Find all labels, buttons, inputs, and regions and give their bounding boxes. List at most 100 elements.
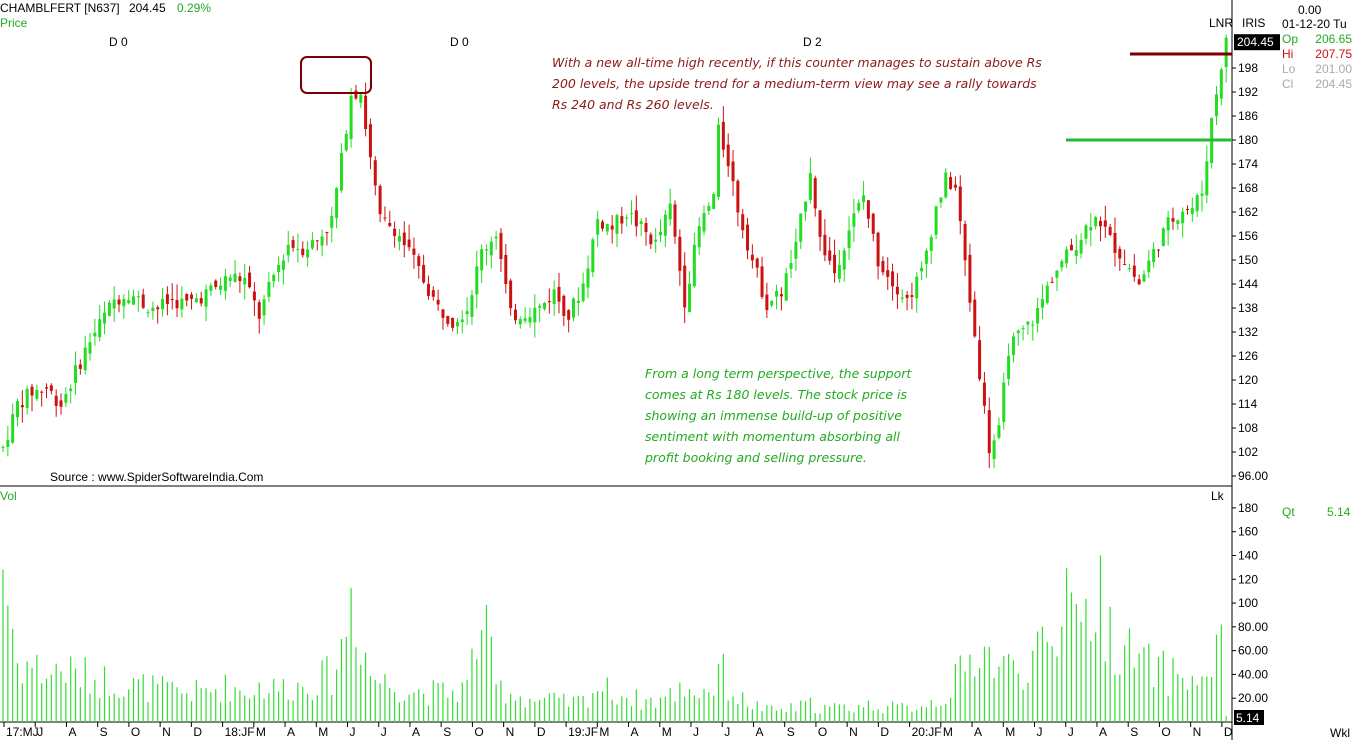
- candle-up: [934, 206, 938, 235]
- volume-tick-label: 120: [1238, 572, 1258, 586]
- volume-label: Vol: [0, 489, 17, 503]
- volume-tick-label: 140: [1238, 548, 1258, 562]
- candle-down: [436, 299, 440, 305]
- candle-up: [306, 249, 310, 258]
- candle-down: [673, 204, 677, 237]
- candle-down: [417, 256, 421, 267]
- candle-up: [1031, 324, 1035, 326]
- candle-up: [1036, 308, 1040, 324]
- candle-down: [383, 217, 387, 219]
- price-tick-label: 198: [1238, 61, 1258, 75]
- candle-down: [214, 280, 218, 287]
- time-tick-label: S: [787, 725, 795, 739]
- candle-down: [866, 200, 870, 219]
- time-tick-label: J: [381, 725, 387, 739]
- ohlc-panel: Op 206.65 Hi 207.75 Lo 201.00 Cl 204.45: [1282, 32, 1352, 92]
- time-tick-label: O: [131, 725, 140, 739]
- candle-up: [576, 300, 580, 304]
- candle-down: [393, 228, 397, 236]
- low-label: Lo: [1282, 62, 1296, 76]
- time-tick-label: O: [1161, 725, 1170, 739]
- time-tick-label: D: [880, 725, 889, 739]
- candle-up: [335, 188, 339, 219]
- time-tick-label: D: [537, 725, 546, 739]
- candle-up: [475, 266, 479, 295]
- candle-up: [842, 250, 846, 270]
- candle-up: [136, 296, 140, 298]
- candle-down: [1103, 220, 1107, 227]
- bottom-annotation: From a long term perspective, the suppor…: [645, 363, 911, 468]
- candle-up: [1055, 270, 1059, 278]
- candle-up: [1026, 321, 1030, 325]
- open-value: 206.65: [1315, 32, 1352, 46]
- candle-up: [320, 236, 324, 246]
- chart-frame: [0, 0, 1233, 740]
- price-tick-label: 138: [1238, 301, 1258, 315]
- candle-up: [794, 241, 798, 259]
- candle-up: [639, 221, 643, 225]
- candle-up: [74, 365, 78, 383]
- candle-down: [953, 184, 957, 188]
- candle-up: [219, 285, 223, 290]
- time-tick-label: A: [974, 725, 982, 739]
- candle-up: [615, 215, 619, 234]
- candle-down: [165, 294, 169, 305]
- candle-down: [949, 177, 953, 189]
- candle-up: [1166, 217, 1170, 231]
- period-label[interactable]: Wkl: [1330, 726, 1350, 740]
- time-tick-label: D: [193, 725, 202, 739]
- candle-down: [30, 386, 34, 396]
- candle-up: [484, 249, 488, 251]
- candle-down: [871, 213, 875, 234]
- price-tick-label: 156: [1238, 229, 1258, 243]
- scale-mode-label[interactable]: LNR: [1209, 16, 1234, 30]
- candle-down: [886, 270, 890, 277]
- candle-up: [605, 223, 609, 232]
- time-tick-label: J: [693, 725, 699, 739]
- price-tick-label: 132: [1238, 325, 1258, 339]
- candle-down: [1132, 265, 1136, 277]
- top-annotation: With a new all-time high recently, if th…: [552, 52, 1042, 115]
- candle-down: [412, 248, 416, 255]
- time-tick-label: J: [1068, 725, 1074, 739]
- candle-down: [388, 222, 392, 227]
- candle-down: [354, 90, 358, 99]
- candle-down: [1123, 264, 1127, 266]
- candle-down: [499, 232, 503, 260]
- candle-up: [339, 152, 343, 191]
- candle-up: [1205, 161, 1209, 196]
- annotation-line: Rs 240 and Rs 260 levels.: [552, 97, 714, 112]
- candle-up: [1065, 249, 1069, 264]
- candle-up: [1045, 285, 1049, 303]
- candle-up: [1016, 330, 1020, 334]
- candle-down: [562, 295, 566, 316]
- candle-down: [895, 286, 899, 295]
- candle-up: [596, 219, 600, 235]
- candle-up: [654, 239, 658, 242]
- candle-up: [286, 244, 290, 256]
- time-tick-label: J: [350, 725, 356, 739]
- candle-up: [1219, 69, 1223, 99]
- candlestick-series[interactable]: [1, 34, 1228, 469]
- candle-up: [630, 213, 634, 215]
- price-tick-label: 120: [1238, 373, 1258, 387]
- candle-up: [228, 277, 232, 281]
- candle-up: [494, 236, 498, 239]
- time-tick-label: 18:JF: [225, 725, 255, 739]
- open-label: Op: [1282, 32, 1299, 46]
- time-tick-label: D: [1224, 725, 1233, 739]
- candle-up: [25, 388, 29, 408]
- price-tick-label: 102: [1238, 445, 1258, 459]
- candle-down: [818, 210, 822, 237]
- time-tick-label: A: [412, 725, 420, 739]
- candle-down: [649, 234, 653, 245]
- candle-down: [746, 224, 750, 251]
- candle-up: [359, 94, 363, 103]
- candle-down: [446, 316, 450, 324]
- candle-down: [910, 295, 914, 297]
- symbol-label[interactable]: CHAMBLFERT [N637]: [0, 1, 120, 15]
- volume-series[interactable]: [2, 555, 1227, 722]
- candle-down: [238, 276, 242, 282]
- time-tick-label: M: [943, 725, 953, 739]
